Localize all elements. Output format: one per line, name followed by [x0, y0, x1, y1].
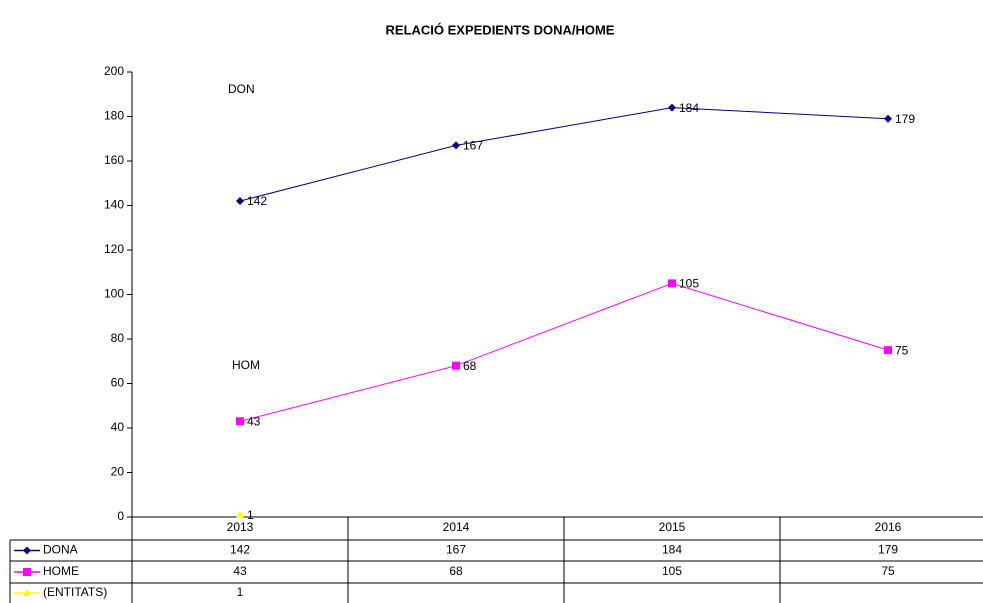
y-tick-label: 80 — [111, 331, 125, 345]
point — [668, 279, 676, 288]
legend-marker — [23, 589, 31, 596]
annotation: DON — [228, 82, 255, 96]
data-label: 184 — [679, 101, 699, 115]
y-tick-label: 100 — [104, 287, 124, 301]
y-tick-label: 0 — [117, 509, 124, 523]
table-cell: 184 — [662, 543, 682, 557]
x-tick-label: 2015 — [659, 520, 686, 534]
table-cell: 142 — [230, 543, 250, 557]
point — [884, 114, 892, 123]
point — [236, 417, 244, 426]
legend-marker — [23, 568, 31, 576]
series-line — [239, 282, 889, 422]
chart-title: RELACIÓ EXPEDIENTS DONA/HOME — [386, 22, 615, 37]
point — [236, 197, 244, 206]
table-cell: 179 — [878, 543, 898, 557]
data-label: 167 — [463, 139, 483, 153]
table-cell: 167 — [446, 543, 466, 557]
table-cell: 105 — [662, 564, 682, 578]
y-tick-label: 40 — [111, 420, 125, 434]
y-tick-label: 140 — [104, 198, 124, 212]
table-cell: 1 — [237, 585, 244, 599]
point — [452, 361, 460, 370]
data-label: 142 — [247, 194, 267, 208]
data-label: 1 — [247, 508, 254, 522]
x-tick-label: 2013 — [227, 520, 254, 534]
y-tick-label: 60 — [111, 376, 125, 390]
point — [668, 103, 676, 112]
y-tick-label: 180 — [104, 109, 124, 123]
point — [236, 510, 244, 518]
y-tick-label: 200 — [104, 64, 124, 78]
legend-label: HOME — [43, 564, 79, 578]
annotation: HOM — [232, 358, 260, 372]
legend-marker — [23, 546, 31, 555]
legend-label: (ENTITATS) — [43, 585, 107, 599]
data-label: 75 — [895, 343, 909, 357]
point — [452, 141, 460, 150]
x-tick-label: 2016 — [875, 520, 902, 534]
legend-label: DONA — [43, 543, 78, 557]
data-label: 105 — [679, 277, 699, 291]
table-cell: 68 — [449, 564, 463, 578]
y-tick-label: 20 — [111, 465, 125, 479]
x-tick-label: 2014 — [443, 520, 470, 534]
data-label: 179 — [895, 112, 915, 126]
table-cell: 43 — [233, 564, 247, 578]
y-tick-label: 160 — [104, 153, 124, 167]
data-label: 68 — [463, 359, 477, 373]
series-line — [239, 107, 889, 202]
data-label: 43 — [247, 414, 261, 428]
point — [884, 346, 892, 355]
y-tick-label: 120 — [104, 242, 124, 256]
table-cell: 75 — [881, 564, 895, 578]
